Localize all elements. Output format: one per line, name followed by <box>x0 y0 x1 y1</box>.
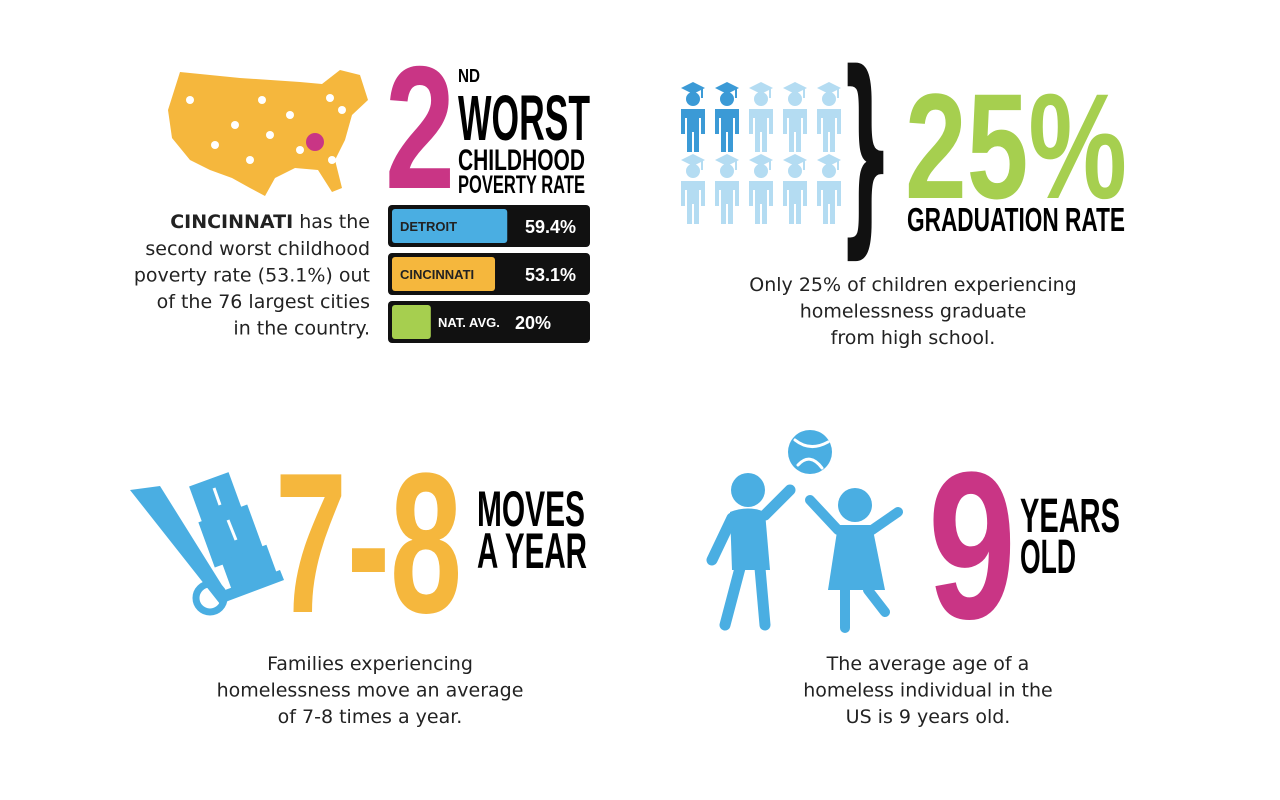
bar-label: DETROIT <box>400 219 457 234</box>
paragraph-line: second worst childhood <box>145 238 370 260</box>
bar-value: 53.1% <box>525 265 576 285</box>
kids-icon <box>706 430 903 633</box>
paragraph: The average age of a homeless individual … <box>803 653 1052 728</box>
paragraph-line: homelessness graduate <box>800 301 1027 323</box>
headline-line2: CHILDHOOD <box>458 144 585 177</box>
bar-label: CINCINNATI <box>400 267 474 282</box>
paragraph-line: US is 9 years old. <box>846 706 1011 728</box>
graduate-icon <box>715 154 739 224</box>
paragraph: second worst childhood poverty rate (53.1… <box>134 238 370 340</box>
headline-line3: POVERTY RATE <box>458 171 585 199</box>
graduate-icon <box>749 82 773 152</box>
bar <box>392 257 496 291</box>
us-map <box>168 70 368 196</box>
bar-value: 20% <box>515 313 551 333</box>
age-big: 9 <box>928 428 1016 663</box>
graduate-icon <box>783 82 807 152</box>
paragraph-line: Only 25% of children experiencing <box>749 274 1076 296</box>
paragraph-line: homelessness move an average <box>217 680 524 702</box>
paragraph: Families experiencing homelessness move a… <box>217 653 524 728</box>
poverty-description: CINCINNATI has the second worst childhood… <box>134 211 370 340</box>
paragraph-line: of the 76 largest cities <box>157 291 370 313</box>
age-line1: YEARS <box>1020 490 1120 543</box>
graduate-icons <box>681 82 841 224</box>
description-text: has the <box>299 211 370 233</box>
moves-line2: A YEAR <box>477 523 587 579</box>
paragraph-line: poverty rate (53.1%) out <box>134 265 370 287</box>
bar-value: 59.4% <box>525 217 576 237</box>
paragraph-line: homeless individual in the <box>803 680 1052 702</box>
graduate-icon <box>749 154 773 224</box>
age-line2: OLD <box>1020 531 1076 584</box>
rank: 2 <box>385 31 455 226</box>
paragraph-line: in the country. <box>233 318 370 340</box>
bar-frame <box>388 301 590 343</box>
moves-line1: MOVES <box>477 481 585 537</box>
dolly-icon <box>130 472 284 616</box>
paragraph-line: from high school. <box>831 327 996 349</box>
paragraph-line: The average age of a <box>826 653 1030 675</box>
graduate-icon <box>681 82 705 152</box>
paragraph-line: Families experiencing <box>267 653 473 675</box>
paragraph-line: of 7-8 times a year. <box>278 706 463 728</box>
bar <box>392 209 508 243</box>
brace: } <box>838 26 893 277</box>
graduate-icon <box>681 154 705 224</box>
lead: CINCINNATI <box>170 211 293 233</box>
paragraph: Only 25% of children experiencing homeles… <box>749 274 1076 349</box>
graduate-icon <box>715 82 739 152</box>
rank-suffix: ND <box>458 66 480 86</box>
moves-big: 7-8 <box>275 432 462 655</box>
graduate-icon <box>783 154 807 224</box>
bar-label: NAT. AVG. <box>438 315 500 330</box>
graduation-big: 25% <box>905 62 1127 230</box>
description-line: CINCINNATI has the <box>170 211 370 233</box>
graduation-caption: GRADUATION RATE <box>907 201 1125 238</box>
poverty-bars: DETROIT 59.4% CINCINNATI 53.1% NAT. AVG. 20% <box>388 205 590 343</box>
bar <box>392 305 431 339</box>
headline: WORST <box>458 82 590 154</box>
